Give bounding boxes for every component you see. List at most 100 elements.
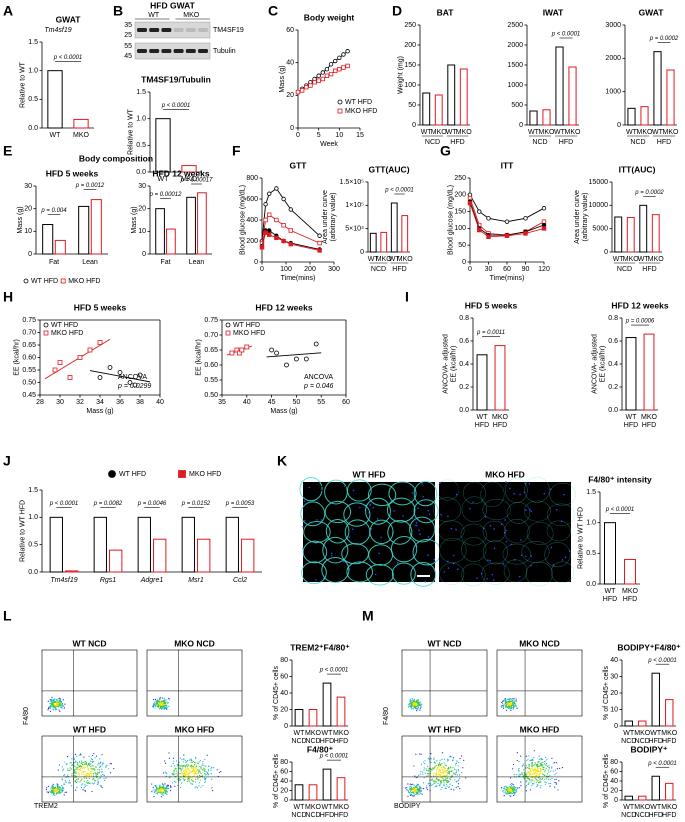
event-dot	[167, 784, 169, 786]
nucleus	[402, 515, 404, 517]
event-dot	[169, 775, 171, 777]
y-axis-label: ANCOVA- adjusted	[591, 334, 598, 394]
event-dot	[525, 781, 527, 783]
event-dot	[162, 785, 164, 787]
event-dot	[457, 769, 459, 772]
event-dot	[455, 762, 458, 764]
nucleus	[421, 483, 423, 485]
event-dot	[536, 770, 538, 772]
event-dot	[184, 772, 186, 774]
event-dot	[63, 794, 65, 796]
event-dot	[518, 760, 520, 763]
event-dot	[200, 768, 202, 770]
event-dot	[449, 766, 452, 768]
y-axis-label: % of CD45+ cells	[273, 666, 280, 720]
x-sublabel: HFD	[493, 422, 507, 429]
event-dot	[73, 765, 75, 767]
legend-label: MKO HFD	[345, 108, 377, 115]
event-dot	[188, 780, 190, 782]
event-dot	[102, 762, 105, 764]
stain-label: DAPI	[330, 486, 347, 493]
event-dot	[67, 775, 69, 777]
event-dot	[66, 756, 69, 758]
event-dot	[415, 700, 417, 702]
marker	[312, 80, 317, 85]
cell-outline	[325, 519, 350, 544]
event-dot	[533, 750, 535, 752]
event-dot	[188, 777, 190, 779]
event-dot	[422, 773, 424, 775]
bar	[666, 69, 675, 126]
event-dot	[439, 773, 441, 775]
event-dot	[531, 779, 534, 781]
event-dot	[188, 759, 191, 761]
nucleus	[528, 482, 531, 485]
event-dot	[520, 785, 522, 787]
band	[149, 28, 160, 32]
cell-outline	[413, 480, 438, 507]
y-tick-label: 0	[412, 122, 416, 129]
event-dot	[166, 793, 168, 796]
event-dot	[160, 796, 162, 798]
event-dot	[88, 764, 90, 766]
bar	[624, 720, 633, 727]
y-tick-label: 1.5	[136, 89, 146, 96]
cell-outline	[525, 561, 553, 587]
event-dot	[535, 771, 537, 773]
event-dot	[153, 698, 155, 701]
x-tick-label: 60	[503, 266, 511, 273]
event-dot	[184, 769, 186, 771]
event-dot	[525, 755, 527, 757]
event-dot	[180, 769, 182, 771]
event-dot	[54, 788, 57, 790]
event-dot	[540, 770, 542, 773]
event-dot	[410, 787, 412, 789]
legend-label: WT HFD	[233, 322, 260, 329]
size-marker: 55	[124, 43, 132, 50]
event-dot	[407, 795, 409, 797]
event-dot	[182, 765, 184, 767]
y-tick-label: 80	[610, 759, 618, 766]
x-sublabel: HFD	[624, 422, 638, 429]
event-dot	[442, 778, 444, 780]
event-dot	[551, 757, 553, 759]
event-dot	[549, 775, 551, 777]
event-dot	[506, 793, 509, 795]
event-dot	[451, 774, 453, 776]
event-dot	[549, 770, 552, 772]
marker	[541, 226, 547, 231]
event-dot	[186, 768, 189, 770]
event-dot	[427, 772, 429, 775]
marker	[467, 200, 473, 206]
lane-label: WT	[148, 12, 160, 19]
event-dot	[76, 779, 78, 781]
event-dot	[457, 761, 460, 764]
event-dot	[199, 769, 201, 771]
marker	[108, 470, 116, 478]
event-dot	[190, 779, 193, 781]
event-dot	[108, 768, 110, 770]
event-dot	[156, 699, 159, 701]
event-dot	[93, 760, 95, 762]
event-dot	[97, 780, 99, 783]
event-dot	[89, 760, 92, 762]
event-dot	[439, 769, 442, 771]
event-dot	[535, 781, 538, 783]
event-dot	[160, 786, 162, 789]
event-dot	[409, 793, 411, 795]
event-dot	[165, 789, 167, 791]
event-dot	[540, 758, 542, 760]
event-dot	[83, 780, 85, 782]
event-dot	[507, 788, 509, 790]
panel-letter: A	[3, 3, 13, 19]
p-value: p = 0.00017	[180, 178, 214, 184]
event-dot	[163, 784, 165, 786]
panel-heading: Body composition	[79, 153, 153, 163]
event-dot	[505, 793, 507, 795]
event-dot	[52, 789, 54, 791]
event-dot	[513, 793, 516, 795]
nucleus	[504, 519, 506, 521]
event-dot	[181, 764, 183, 767]
event-dot	[160, 705, 162, 707]
event-dot	[183, 774, 185, 776]
